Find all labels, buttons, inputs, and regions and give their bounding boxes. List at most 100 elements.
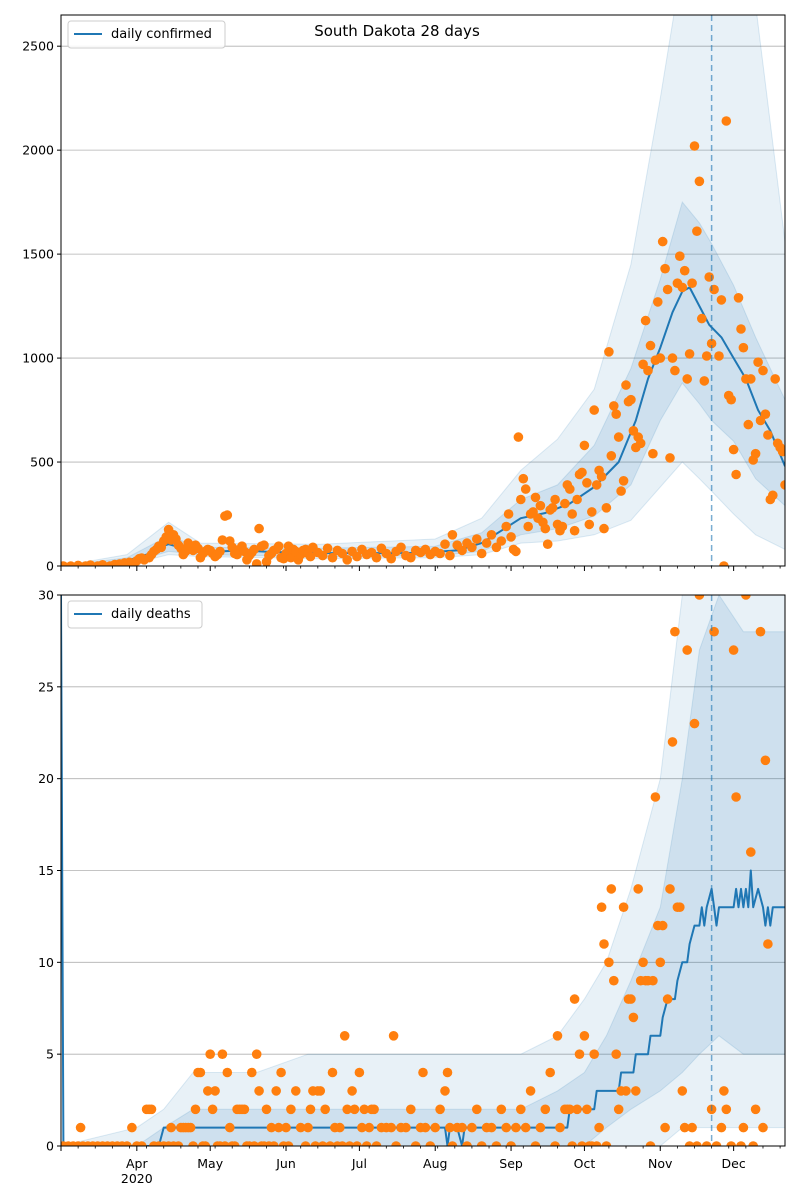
deaths-observed-points bbox=[61, 595, 773, 1146]
observed-point bbox=[339, 1031, 350, 1041]
observed-point bbox=[410, 1141, 421, 1146]
observed-point bbox=[631, 1086, 641, 1096]
observed-point bbox=[604, 957, 614, 968]
observed-point bbox=[486, 1122, 497, 1133]
observed-point bbox=[694, 595, 705, 600]
observed-point bbox=[633, 884, 643, 894]
observed-point bbox=[645, 1141, 656, 1146]
observed-point bbox=[440, 1086, 450, 1096]
observed-point bbox=[136, 1141, 147, 1146]
observed-point bbox=[542, 539, 553, 549]
observed-point bbox=[655, 957, 666, 968]
y-tick-label: 30 bbox=[38, 588, 54, 603]
observed-point bbox=[276, 1067, 286, 1078]
observed-point bbox=[699, 376, 710, 386]
observed-point bbox=[85, 560, 96, 566]
observed-point bbox=[682, 645, 692, 655]
observed-point bbox=[501, 1122, 512, 1133]
observed-point bbox=[472, 534, 482, 544]
observed-point bbox=[596, 902, 607, 912]
observed-point bbox=[511, 1122, 521, 1133]
observed-point bbox=[626, 394, 636, 405]
observed-point bbox=[653, 297, 663, 307]
observed-point bbox=[540, 1104, 551, 1115]
observed-point bbox=[726, 394, 736, 405]
observed-point bbox=[589, 1049, 599, 1059]
observed-point bbox=[587, 507, 597, 517]
observed-point bbox=[359, 1104, 370, 1115]
observed-point bbox=[760, 755, 771, 766]
observed-point bbox=[618, 476, 629, 486]
observed-point bbox=[692, 1141, 702, 1146]
observed-point bbox=[750, 1104, 761, 1115]
observed-point bbox=[601, 503, 612, 513]
observed-point bbox=[550, 494, 560, 505]
observed-point bbox=[577, 467, 587, 478]
observed-point bbox=[406, 1104, 416, 1115]
confirmed-axes-frame bbox=[60, 14, 786, 567]
confirmed-panel: 0 500 1000 1500 2000 2500 South Dakota 28 day… bbox=[22, 14, 786, 574]
observed-point bbox=[611, 1049, 621, 1059]
confirmed-legend: daily confirmed bbox=[67, 20, 226, 49]
observed-point bbox=[327, 1067, 338, 1078]
observed-point bbox=[491, 1141, 502, 1146]
observed-point bbox=[435, 1104, 445, 1115]
observed-point bbox=[547, 503, 558, 513]
observed-point bbox=[476, 548, 487, 559]
observed-point bbox=[569, 994, 580, 1004]
y-tick-label: 5 bbox=[46, 1047, 54, 1062]
observed-point bbox=[435, 548, 445, 559]
observed-point bbox=[697, 313, 707, 324]
observed-point bbox=[689, 141, 700, 151]
observed-point bbox=[574, 1049, 585, 1059]
observed-point bbox=[777, 446, 785, 457]
observed-point bbox=[349, 1104, 360, 1115]
legend-label-deaths: daily deaths bbox=[111, 607, 191, 622]
observed-point bbox=[599, 939, 609, 949]
observed-point bbox=[579, 440, 590, 451]
observed-point bbox=[687, 278, 697, 289]
observed-point bbox=[716, 1122, 727, 1133]
y-tick-label: 1500 bbox=[22, 247, 54, 262]
model-line bbox=[61, 595, 785, 1146]
observed-point bbox=[496, 1104, 507, 1115]
observed-point bbox=[692, 226, 702, 236]
observed-point bbox=[545, 1067, 555, 1078]
observed-point bbox=[565, 484, 575, 494]
observed-point bbox=[327, 552, 338, 563]
observed-point bbox=[748, 1141, 758, 1146]
observed-point bbox=[621, 1086, 631, 1096]
y-tick-label: 20 bbox=[38, 771, 54, 786]
outer-uncertainty-band bbox=[61, 595, 785, 1146]
observed-point bbox=[261, 1104, 272, 1115]
observed-point bbox=[569, 525, 580, 536]
observed-point bbox=[457, 545, 467, 556]
observed-point bbox=[286, 1104, 296, 1115]
observed-point bbox=[768, 490, 778, 501]
observed-point bbox=[305, 1104, 316, 1115]
confirmed-y-axis: 0 500 1000 1500 2000 2500 bbox=[22, 39, 61, 574]
observed-point bbox=[660, 263, 670, 274]
observed-point bbox=[657, 236, 668, 247]
observed-point bbox=[66, 561, 76, 566]
observed-point bbox=[305, 551, 316, 562]
observed-point bbox=[200, 1141, 211, 1146]
x-tick-label: Aug bbox=[423, 1156, 447, 1171]
observed-point bbox=[665, 453, 675, 463]
observed-point bbox=[501, 521, 512, 532]
observed-point bbox=[591, 480, 602, 490]
observed-point bbox=[75, 1122, 86, 1133]
observed-point bbox=[572, 1104, 582, 1115]
observed-point bbox=[335, 1122, 345, 1133]
observed-point bbox=[760, 409, 771, 420]
observed-point bbox=[273, 1122, 284, 1133]
observed-point bbox=[291, 1086, 301, 1096]
observed-point bbox=[467, 1122, 477, 1133]
observed-point bbox=[577, 1141, 587, 1146]
observed-point bbox=[679, 1122, 690, 1133]
observed-point bbox=[342, 1104, 353, 1115]
observed-point bbox=[589, 405, 599, 415]
observed-point bbox=[188, 1141, 198, 1146]
observed-point bbox=[662, 994, 673, 1004]
